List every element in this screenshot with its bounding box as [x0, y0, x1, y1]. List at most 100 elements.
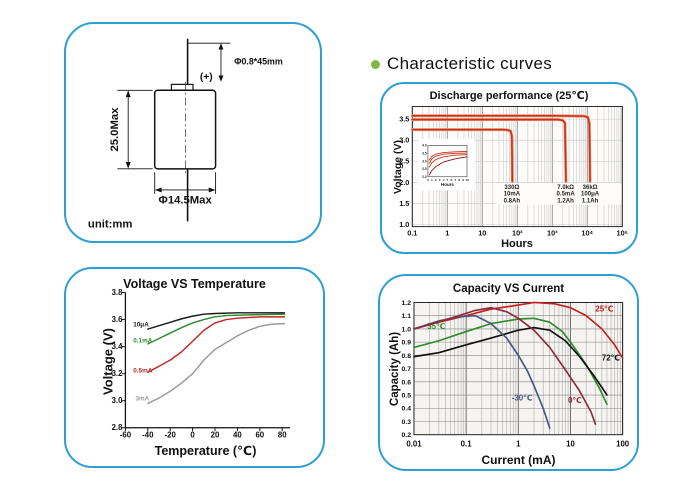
- discharge-performance-panel: 0.1 1 10 10² 10³ 10⁴ 10⁵ 1.0 1.5 2.0 2.5 3.0 3.5 330Ω…: [380, 82, 638, 254]
- x-tick-label: 10³: [547, 228, 558, 237]
- annotation-background: [495, 183, 622, 205]
- series-label: -30℃: [512, 393, 533, 402]
- capacity-current-chart: 0.01 0.1 1 10 100 0.2 0.3 0.4 0.5 0.6 0.7 0.8 0.9 1.0…: [380, 276, 637, 469]
- y-tick-label: 1.2: [402, 300, 412, 307]
- series-0℃: [413, 306, 597, 425]
- annotation-label: 36kΩ: [583, 185, 598, 191]
- x-tick-label: -40: [142, 431, 154, 440]
- discharge-y-axis-label: Voltage (V): [392, 139, 404, 195]
- inset-series: [428, 152, 468, 164]
- arrow-up-icon: [125, 90, 131, 98]
- inset-tick-label: 2.0: [422, 175, 427, 179]
- y-tick-label: 2.5: [399, 157, 409, 166]
- pin-dimension-label: Φ0.8*45mm: [234, 56, 283, 66]
- inset-tick-label: 9: [462, 178, 464, 182]
- capacity-x-axis-label: Current (mA): [481, 453, 556, 467]
- x-tick-label: 0.1: [461, 439, 473, 448]
- x-tick-label: 1: [445, 228, 449, 237]
- y-tick-label: 3.0: [112, 396, 124, 405]
- x-tick-label: 10: [566, 439, 575, 448]
- x-tick-label: 60: [255, 431, 264, 440]
- diameter-dimension-label: Φ14.5Max: [159, 195, 213, 207]
- y-tick-label: 1.0: [399, 220, 409, 229]
- inset-tick-label: 7: [454, 178, 456, 182]
- discharge-x-axis-label: Hours: [501, 238, 533, 250]
- annotation-label: 1.1Ah: [582, 198, 599, 204]
- series-10μA: [147, 312, 286, 330]
- inset-tick-label: 6: [451, 178, 453, 182]
- x-tick-label: -20: [165, 431, 177, 440]
- y-tick-label: 3.5: [399, 115, 409, 124]
- inset-series: [428, 154, 468, 168]
- y-tick-label: 0.9: [402, 340, 412, 347]
- voltage-temp-plot-svg: -60 -40 -20 0 20 40 60 80 2.8 3.0 3.2 3.4 3.6 3.8 10μA…: [112, 288, 291, 440]
- x-tick-label: 10⁵: [617, 228, 629, 237]
- discharge-chart: 0.1 1 10 10² 10³ 10⁴ 10⁵ 1.0 1.5 2.0 2.5 3.0 3.5 330Ω…: [382, 84, 636, 252]
- capacity-plot-svg: 0.01 0.1 1 10 100 0.2 0.3 0.4 0.5 0.6 0.7 0.8 0.9 1.0…: [402, 300, 630, 449]
- series-label: 10μA: [133, 321, 149, 328]
- positive-terminal-label: (+): [200, 72, 213, 83]
- arrow-down-icon: [125, 161, 131, 169]
- height-dimension-label: 25.0Max: [109, 107, 121, 152]
- series-36kΩ 100μA 1.1Ah: [411, 114, 591, 183]
- voltage-y-axis-label: Voltage (V): [100, 328, 116, 395]
- x-tick-label: 0.1: [407, 228, 417, 237]
- inset-tick-label: 1: [431, 178, 433, 182]
- y-tick-label: 0.7: [402, 366, 412, 373]
- y-tick-label: 3.0: [399, 136, 409, 145]
- series-7.0kΩ 0.5mA 1.2Ah: [411, 118, 567, 183]
- bullet-icon: [371, 59, 380, 69]
- y-tick-label: 2.0: [399, 178, 409, 187]
- capacity-chart-title: Capacity VS Current: [452, 283, 565, 295]
- inset-tick-label: 3.5: [422, 152, 427, 156]
- capacity-vs-current-panel: 0.01 0.1 1 10 100 0.2 0.3 0.4 0.5 0.6 0.7 0.8 0.9 1.0…: [378, 274, 639, 471]
- voltage-temperature-chart: -60 -40 -20 0 20 40 60 80 2.8 3.0 3.2 3.4 3.6 3.8 10μA…: [66, 269, 323, 466]
- y-tick-label: 1.5: [399, 199, 409, 208]
- battery-dimension-panel: Φ0.8*45mm (+) 25.0Max Φ14.5Max unit:mm: [64, 22, 322, 243]
- y-tick-label: 3.8: [112, 288, 124, 297]
- y-tick-label: 1.0: [402, 326, 412, 333]
- series-label: 0.5mA: [133, 367, 152, 374]
- inset-tick-label: 5: [447, 178, 449, 182]
- battery-body: [153, 89, 217, 170]
- y-tick-label: 3.4: [112, 342, 124, 351]
- y-tick-label: 3.2: [112, 369, 124, 378]
- series-3mA: [147, 322, 286, 405]
- arrow-left-icon: [154, 187, 162, 193]
- inset-tick-label: 2.5: [422, 167, 427, 171]
- x-tick-label: 100: [616, 439, 630, 448]
- series-330Ω 10mA 0.8Ah: [411, 128, 514, 183]
- inset-tick-label: 4: [443, 178, 445, 182]
- annotation-label: 330Ω: [504, 185, 519, 191]
- series-label: 72℃: [602, 354, 620, 363]
- inset-tick-label: 2: [435, 178, 437, 182]
- x-tick-label: 10: [478, 228, 486, 237]
- y-tick-label: 0.2: [402, 432, 412, 439]
- series-72℃: [413, 326, 608, 396]
- x-tick-label: -60: [120, 431, 132, 440]
- section-header: Characteristic curves: [371, 54, 552, 74]
- series-label: 55℃: [427, 322, 445, 331]
- battery-dimension-drawing: Φ0.8*45mm (+) 25.0Max Φ14.5Max unit:mm: [88, 38, 283, 230]
- series-label: 3mA: [135, 396, 149, 403]
- x-tick-label: 80: [278, 431, 287, 440]
- x-tick-label: 20: [211, 431, 220, 440]
- series-label: 0℃: [568, 396, 582, 405]
- inset-series: [428, 151, 468, 161]
- x-tick-label: 40: [233, 431, 242, 440]
- x-tick-label: 0.01: [406, 439, 422, 448]
- section-title: Characteristic curves: [387, 54, 553, 73]
- voltage-chart-title: Voltage VS Temperature: [123, 277, 266, 291]
- x-tick-label: 10²: [512, 228, 523, 237]
- annotation-label: 10mA: [504, 192, 521, 198]
- y-tick-label: 3.6: [112, 315, 124, 324]
- series-label: 0.1mA: [133, 338, 152, 345]
- voltage-vs-temperature-panel: -60 -40 -20 0 20 40 60 80 2.8 3.0 3.2 3.4 3.6 3.8 10μA…: [64, 267, 325, 468]
- y-tick-label: 0.4: [402, 406, 412, 413]
- voltage-x-axis-label: Temperature (℃): [154, 444, 257, 458]
- plot-border: [413, 301, 624, 436]
- series-0.1mA: [147, 313, 286, 345]
- series-0.5mA: [147, 316, 286, 374]
- series-label: 25℃: [595, 305, 613, 314]
